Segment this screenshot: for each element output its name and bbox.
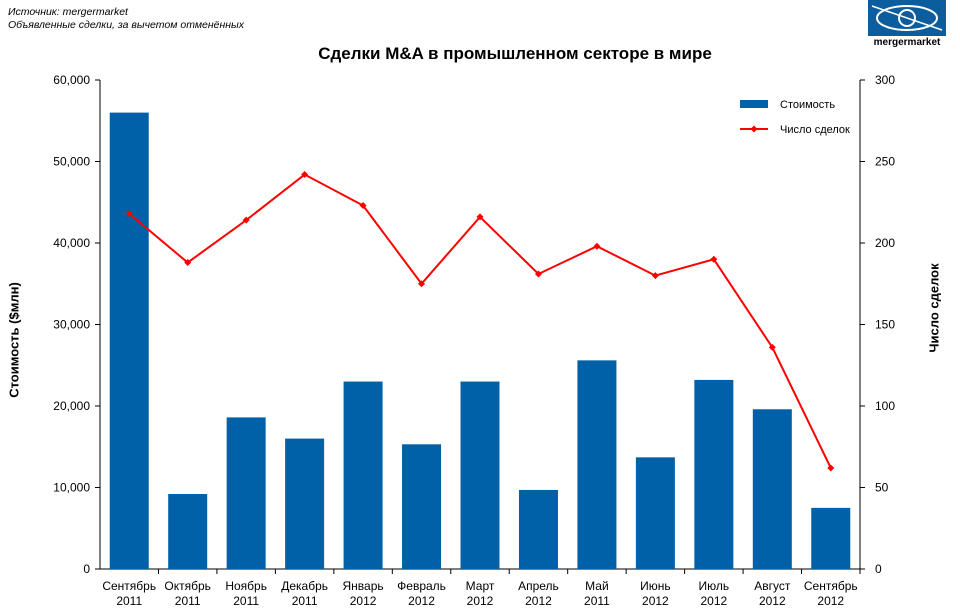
bar xyxy=(168,494,208,569)
y-tick-label: 50,000 xyxy=(53,155,90,169)
y2-tick-label: 200 xyxy=(875,236,895,250)
x-tick-label-year: 2011 xyxy=(584,594,610,608)
legend-marker-deals xyxy=(750,125,758,133)
mergermarket-logo: mergermarket xyxy=(868,0,946,48)
bar xyxy=(343,381,383,569)
deals-point xyxy=(827,464,835,472)
x-tick-label-month: Ноябрь xyxy=(225,579,267,593)
x-tick-label-month: Декабрь xyxy=(281,579,328,593)
x-tick-label-year: 2012 xyxy=(700,594,727,608)
source-subline: Объявленные сделки, за вычетом отменённы… xyxy=(8,19,245,31)
bar xyxy=(694,379,734,569)
x-tick-label-month: Январь xyxy=(343,579,384,593)
x-tick-label-month: Февраль xyxy=(397,579,446,593)
x-tick-label-month: Май xyxy=(585,579,609,593)
x-tick-label-year: 2011 xyxy=(292,594,318,608)
x-tick-label-year: 2011 xyxy=(233,594,259,608)
x-tick-label-month: Сентябрь xyxy=(804,579,858,593)
logo-text: mergermarket xyxy=(873,37,941,48)
y-tick-label: 30,000 xyxy=(53,318,90,332)
y2-tick-label: 300 xyxy=(875,73,895,87)
x-tick-label-month: Апрель xyxy=(518,579,559,593)
y2-tick-label: 150 xyxy=(875,318,895,332)
x-tick-label-year: 2011 xyxy=(175,594,201,608)
deals-point xyxy=(125,210,133,218)
y2-tick-label: 250 xyxy=(875,155,895,169)
deals-point xyxy=(184,259,192,267)
bar xyxy=(285,438,325,569)
x-tick-label-month: Август xyxy=(754,579,791,593)
deals-point xyxy=(301,171,309,179)
source-note: Источник: mergermarket Объявленные сделк… xyxy=(8,6,244,32)
deals-point xyxy=(651,272,659,280)
x-tick-label-month: Октябрь xyxy=(164,579,211,593)
x-tick-label-year: 2012 xyxy=(467,594,494,608)
x-tick-label-year: 2012 xyxy=(525,594,552,608)
deals-point xyxy=(242,216,250,224)
x-tick-label-year: 2012 xyxy=(408,594,435,608)
deals-point xyxy=(593,242,601,250)
bar xyxy=(109,112,149,569)
deals-point xyxy=(418,280,426,288)
deals-point xyxy=(768,343,776,351)
x-tick-label-month: Июль xyxy=(699,579,730,593)
y-tick-label: 10,000 xyxy=(53,481,90,495)
y2-tick-label: 0 xyxy=(875,562,882,576)
deals-point xyxy=(534,270,542,278)
y-tick-label: 20,000 xyxy=(53,399,90,413)
x-tick-label-year: 2012 xyxy=(817,594,844,608)
bar xyxy=(402,444,442,569)
x-tick-label-month: Март xyxy=(466,579,495,593)
x-tick-label-month: Июнь xyxy=(640,579,671,593)
deals-point xyxy=(710,255,718,263)
bar xyxy=(752,409,792,569)
x-tick-label-month: Сентябрь xyxy=(102,579,156,593)
y-tick-label: 40,000 xyxy=(53,236,90,250)
x-tick-label-year: 2012 xyxy=(350,594,377,608)
bar xyxy=(226,417,266,569)
bar xyxy=(518,489,558,569)
x-tick-label-year: 2012 xyxy=(759,594,786,608)
deals-point xyxy=(476,213,484,221)
x-tick-label-year: 2012 xyxy=(642,594,669,608)
bar xyxy=(577,360,617,569)
deals-point xyxy=(359,202,367,210)
bar xyxy=(811,507,851,569)
eye-logo-icon xyxy=(868,0,946,36)
y2-tick-label: 100 xyxy=(875,399,895,413)
y-tick-label: 60,000 xyxy=(53,73,90,87)
y2-tick-label: 50 xyxy=(875,481,889,495)
bar xyxy=(460,381,500,569)
legend-swatch-value xyxy=(740,100,768,108)
y-tick-label: 0 xyxy=(83,562,90,576)
chart-title: Сделки M&A в промышленном секторе в мире xyxy=(318,44,712,63)
legend-label-deals: Число сделок xyxy=(780,124,850,136)
bar xyxy=(635,457,675,569)
legend-label-value: Стоимость xyxy=(780,99,835,111)
source-line: Источник: mergermarket xyxy=(8,6,128,18)
x-tick-label-year: 2011 xyxy=(116,594,142,608)
